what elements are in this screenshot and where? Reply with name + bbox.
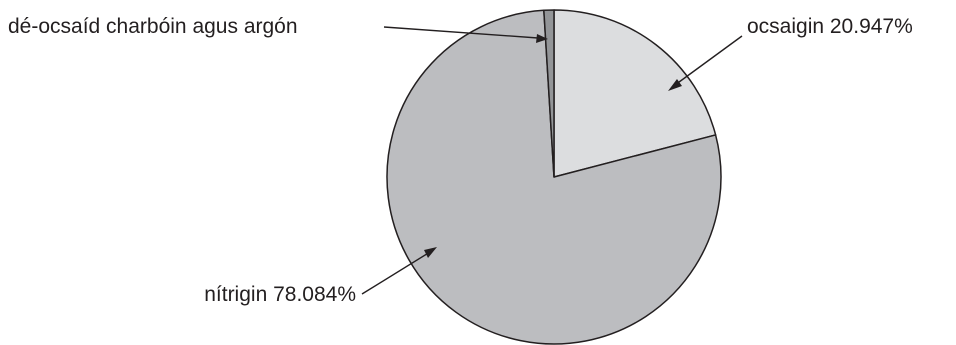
pie-slice-co2-argon — [543, 9, 555, 178]
pie-slice-oxygen — [553, 9, 717, 178]
label-co2-argon: dé-ocsaíd charbóin agus argón — [8, 15, 298, 38]
label-oxygen: ocsaigin 20.947% — [747, 15, 913, 38]
label-nitrogen: nítrigin 78.084% — [204, 283, 356, 306]
arrow-co2-argon — [383, 26, 539, 39]
arrow-oxygen-head — [668, 79, 682, 91]
arrow-nitrogen — [361, 251, 431, 295]
pie-slices — [386, 9, 722, 345]
arrow-nitrogen-head — [424, 247, 437, 258]
arrow-oxygen — [674, 35, 743, 86]
arrow-co2-argon-head — [536, 34, 548, 43]
annotation-arrows — [361, 26, 743, 295]
